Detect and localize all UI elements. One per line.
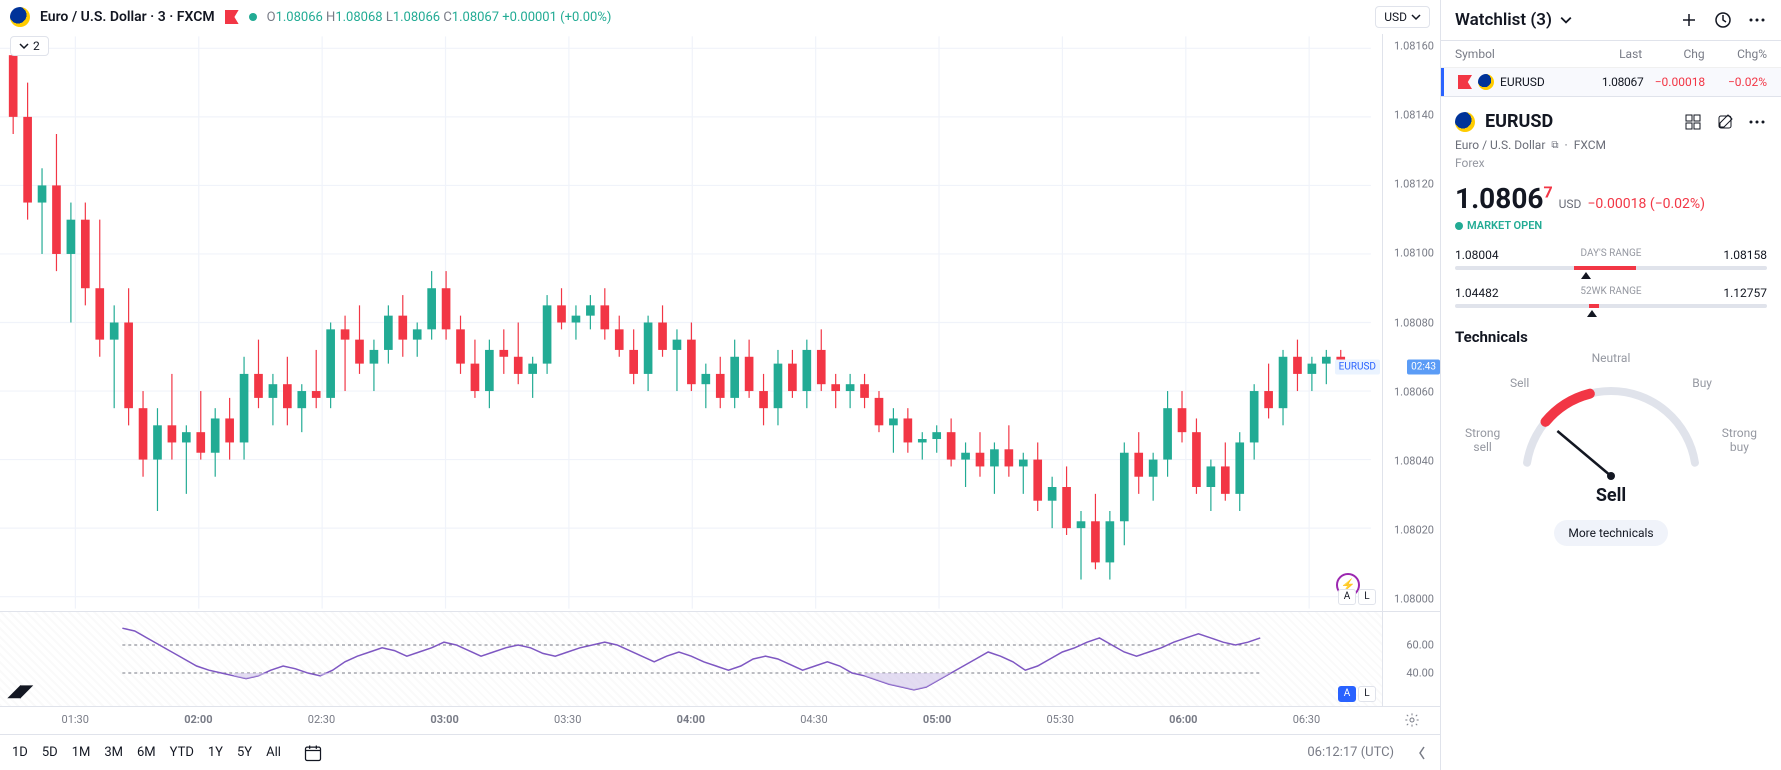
right-panel: Watchlist (3) Symbol Last Chg Chg% EURUS…	[1441, 0, 1781, 770]
symbol-title[interactable]: Euro / U.S. Dollar · 3 · FXCM	[40, 9, 215, 25]
external-link-icon[interactable]: ⧉	[1551, 140, 1558, 151]
more-menu-button[interactable]	[1747, 112, 1767, 132]
time-tick: 04:30	[800, 713, 827, 726]
currency-selector[interactable]: USD	[1375, 6, 1430, 28]
timeframe-1D[interactable]: 1D	[12, 745, 28, 760]
edit-icon[interactable]	[1715, 112, 1735, 132]
wk-range: 1.04482 52WK RANGE 1.12757	[1455, 286, 1767, 308]
timeframe-1M[interactable]: 1M	[72, 745, 91, 760]
ohlc-values: O1.08066 H1.08068 L1.08066 C1.08067 +0.0…	[267, 10, 612, 25]
price-axis[interactable]: 1.081601.081401.081201.081001.080801.080…	[1382, 34, 1440, 611]
detail-price: 1.08067 USD −0.00018 (−0.02%)	[1455, 182, 1767, 215]
time-tick: 03:00	[430, 713, 458, 726]
chart-header: Euro / U.S. Dollar · 3 · FXCM O1.08066 H…	[0, 0, 1440, 34]
gear-icon[interactable]	[1404, 712, 1420, 728]
status-dot-icon	[249, 13, 257, 21]
technicals-gauge: Strong sell Sell Neutral Buy Strong buy …	[1455, 356, 1767, 506]
gauge-result: Sell	[1455, 485, 1767, 506]
more-technicals-button[interactable]: More technicals	[1554, 520, 1667, 546]
status-dot-icon	[1455, 222, 1463, 230]
auto-scale-button[interactable]: A	[1338, 686, 1356, 702]
timeframe-YTD[interactable]: YTD	[170, 745, 194, 760]
add-symbol-button[interactable]	[1679, 10, 1699, 30]
footer-bar: 1D 5D 1M 3M 6M YTD 1Y 5Y All 06:12:17 (UTC)	[0, 734, 1440, 770]
log-scale-button[interactable]: L	[1358, 589, 1376, 605]
eu-flag-icon	[10, 7, 30, 27]
symbol-detail: EURUSD Euro / U.S. Dollar ⧉ · FXCM Forex…	[1441, 96, 1781, 560]
refresh-icon[interactable]	[1713, 10, 1733, 30]
timeframe-3M[interactable]: 3M	[104, 745, 123, 760]
chevron-down-icon[interactable]	[1560, 14, 1572, 26]
technicals-title: Technicals	[1455, 328, 1767, 346]
timeframe-6M[interactable]: 6M	[137, 745, 156, 760]
time-tick: 02:30	[308, 713, 335, 726]
time-tick: 05:00	[923, 713, 951, 726]
tradingview-logo-icon: ◢◤	[8, 681, 33, 700]
flag-icon	[225, 10, 239, 24]
detail-symbol[interactable]: EURUSD	[1485, 111, 1553, 132]
timeframe-5D[interactable]: 5D	[42, 745, 58, 760]
eu-flag-icon	[1478, 74, 1494, 90]
watchlist-columns: Symbol Last Chg Chg%	[1441, 41, 1781, 68]
day-range: 1.08004 DAY'S RANGE 1.08158	[1455, 248, 1767, 270]
calendar-icon[interactable]	[303, 743, 323, 763]
time-axis[interactable]: 01:30 02:00 02:30 03:00 03:30 04:00 04:30 05:00…	[0, 706, 1440, 734]
layers-button[interactable]: 2	[10, 36, 49, 56]
market-status: MARKET OPEN	[1455, 219, 1767, 232]
timeframe-All[interactable]: All	[266, 745, 281, 760]
detail-category: Forex	[1455, 156, 1767, 170]
time-tick: 04:00	[677, 713, 705, 726]
auto-scale-button[interactable]: A	[1338, 589, 1356, 605]
watchlist-row[interactable]: EURUSD 1.08067 −0.00018 −0.02%	[1441, 68, 1781, 96]
timeframe-1Y[interactable]: 1Y	[208, 745, 223, 760]
indicator-pane[interactable]: ◢◤ 60.0040.00 A L	[0, 611, 1440, 706]
time-tick: 06:30	[1293, 713, 1320, 726]
watchlist-header: Watchlist (3)	[1441, 0, 1781, 41]
clock[interactable]: 06:12:17 (UTC)	[1307, 745, 1394, 760]
time-tick: 06:00	[1169, 713, 1197, 726]
watchlist-title[interactable]: Watchlist (3)	[1455, 10, 1552, 30]
indicator-axis: 60.0040.00	[1382, 612, 1440, 706]
log-scale-button[interactable]: L	[1358, 686, 1376, 702]
chevron-down-icon	[1411, 12, 1421, 22]
chevron-down-icon	[19, 41, 29, 51]
more-menu-button[interactable]	[1747, 10, 1767, 30]
collapse-icon[interactable]	[1416, 743, 1428, 763]
flag-icon	[1458, 75, 1472, 89]
time-tick: 01:30	[62, 713, 89, 726]
time-tick: 03:30	[554, 713, 581, 726]
time-tick: 02:00	[184, 713, 212, 726]
layout-icon[interactable]	[1683, 112, 1703, 132]
timeframe-5Y[interactable]: 5Y	[237, 745, 252, 760]
candlestick-chart[interactable]: 1.081601.081401.081201.081001.080801.080…	[0, 34, 1440, 611]
eu-flag-icon	[1455, 112, 1475, 132]
detail-full-name: Euro / U.S. Dollar ⧉ · FXCM	[1455, 138, 1767, 152]
time-tick: 05:30	[1046, 713, 1073, 726]
